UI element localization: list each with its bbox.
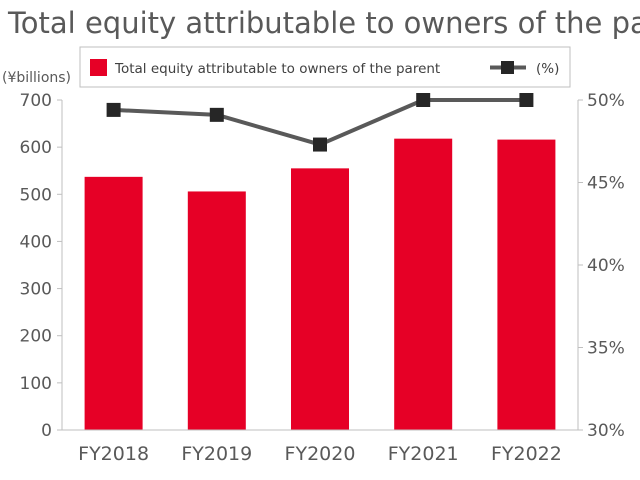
y-left-tick-label: 0	[41, 421, 52, 441]
y-left-tick-label: 300	[20, 280, 52, 300]
y-right-tick-label: 30%	[587, 421, 625, 441]
bar-fy2021	[394, 138, 453, 430]
bar-fy2018	[84, 176, 143, 430]
y-left-tick-label: 700	[20, 91, 52, 111]
y-left-tick-label: 400	[20, 232, 52, 252]
y-left-tick-label: 500	[20, 185, 52, 205]
ratio-point-fy2019	[209, 107, 224, 122]
ratio-point-fy2021	[416, 93, 431, 107]
legend-bar-swatch	[90, 59, 107, 76]
bar-fy2019	[187, 191, 246, 430]
x-tick-label: FY2021	[388, 443, 459, 465]
plot-area: 0 100 200 300 400 500 600 700 30% 35% 40% 45% 50% FY2…	[20, 91, 625, 465]
y-left-tick-label: 600	[20, 138, 52, 158]
legend-bar-label: Total equity attributable to owners of t…	[114, 61, 440, 77]
ratio-point-fy2022	[519, 93, 534, 107]
x-tick-label: FY2018	[78, 443, 149, 465]
y-left-tick-label: 100	[20, 374, 52, 394]
legend-line-marker	[501, 61, 514, 74]
legend-line-label: (%)	[536, 61, 559, 77]
x-tick-label: FY2019	[181, 443, 252, 465]
x-tick-label: FY2022	[491, 443, 562, 465]
y-right-tick-label: 50%	[587, 91, 625, 111]
y-right-tick-label: 40%	[587, 256, 625, 276]
bar-fy2020	[291, 168, 349, 430]
ratio-point-fy2020	[313, 137, 327, 152]
bar-fy2022	[497, 139, 556, 430]
y-left-tick-label: 200	[20, 327, 52, 347]
x-tick-label: FY2020	[285, 443, 356, 465]
chart-legend: Total equity attributable to owners of t…	[79, 46, 571, 88]
y-right-tick-label: 35%	[587, 339, 625, 359]
chart-title: Total equity attributable to owners of t…	[7, 6, 640, 40]
y-axis-left-unit: (¥billions)	[2, 70, 71, 86]
legend-box	[79, 46, 571, 88]
ratio-point-fy2018	[106, 102, 121, 117]
y-right-tick-label: 45%	[587, 174, 625, 194]
